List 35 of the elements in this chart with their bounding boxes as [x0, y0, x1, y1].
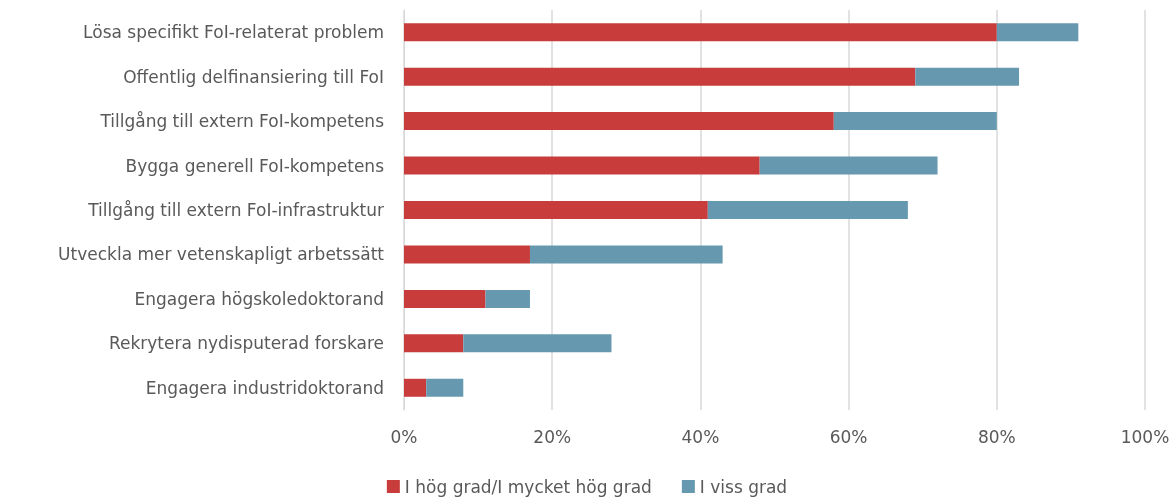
bar [404, 378, 427, 397]
x-tick-label: 0% [390, 426, 418, 447]
bar [463, 334, 612, 353]
bar [707, 201, 908, 219]
x-tick-label: 60% [829, 426, 868, 447]
y-tick-label: Lösa specifikt FoI-relaterat problem [83, 22, 384, 43]
x-tick-label: 80% [977, 426, 1016, 447]
bar [404, 245, 530, 264]
bar [426, 378, 464, 397]
y-tick-label: Bygga generell FoI-kompetens [125, 155, 385, 176]
y-tick-label: Utveckla mer vetenskapligt arbetssätt [58, 244, 385, 265]
bar [404, 201, 708, 219]
bar [759, 156, 938, 175]
bar [485, 289, 530, 308]
x-tick-label: 40% [681, 426, 720, 447]
bar [404, 156, 760, 175]
y-tick-label: Offentlig delfinansiering till FoI [123, 66, 384, 87]
y-tick-label: Rekrytera nydisputerad forskare [108, 333, 384, 354]
y-tick-label: Engagera högskoledoktorand [134, 288, 384, 309]
bar [404, 289, 486, 308]
x-tick-label: 20% [533, 426, 572, 447]
bar [404, 67, 916, 86]
bar [404, 334, 464, 353]
bar [529, 245, 723, 264]
bar [996, 23, 1079, 42]
bar [404, 23, 997, 42]
x-tick-label: 100% [1120, 426, 1170, 447]
bar [915, 67, 1020, 86]
y-tick-label: Tillgång till extern FoI-infrastruktur [87, 200, 384, 220]
y-tick-label: Tillgång till extern FoI-kompetens [99, 111, 385, 132]
bar [833, 112, 997, 131]
legend-label: I hög grad/I mycket hög grad [404, 476, 652, 497]
legend-label: I viss grad [699, 476, 788, 497]
bar [404, 112, 834, 131]
y-tick-label: Engagera industridoktorand [145, 377, 384, 398]
